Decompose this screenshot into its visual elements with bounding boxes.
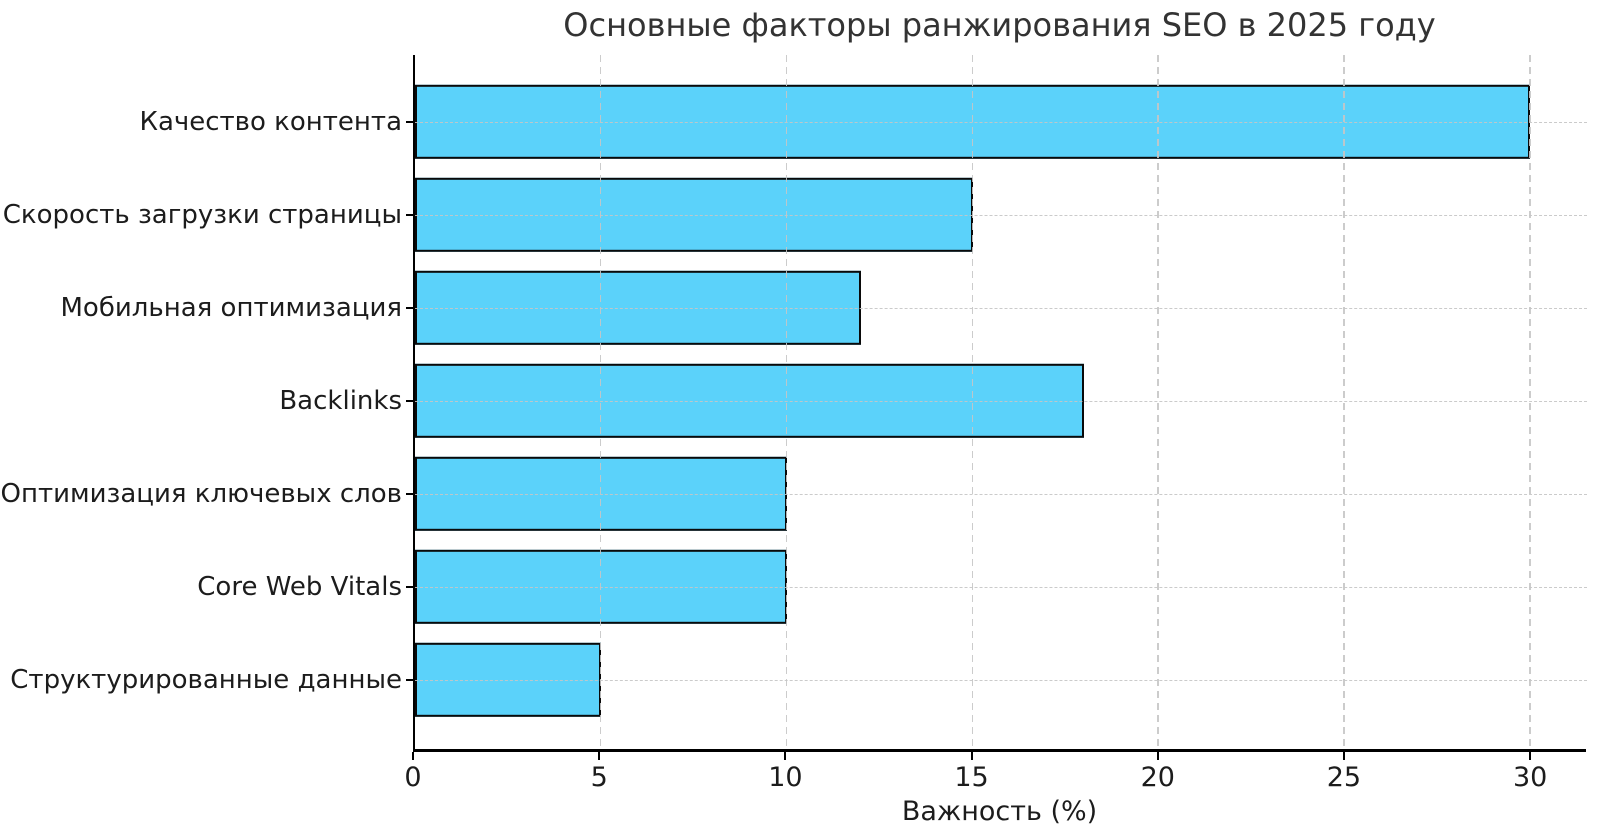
bar-row: Структурированные данные <box>10 633 1587 726</box>
bar <box>415 456 787 531</box>
y-tick-mark <box>406 492 415 495</box>
x-tick-label: 15 <box>954 762 989 793</box>
bar-row: Core Web Vitals <box>197 540 1587 633</box>
x-tick-label: 0 <box>404 762 422 793</box>
x-tick-label: 5 <box>590 762 608 793</box>
x-axis: Важность (%) 0 5 10 15 20 25 30 <box>404 752 1586 834</box>
category-label: Мобильная оптимизация <box>60 292 402 323</box>
y-tick-mark <box>406 678 415 681</box>
bar-row: Качество контента <box>139 75 1587 168</box>
bar <box>415 363 1085 438</box>
plot-area: Качество контента Скорость загрузки стран… <box>1 55 1587 752</box>
bar-row: Мобильная оптимизация <box>60 261 1587 354</box>
x-tick-mark <box>1156 752 1159 760</box>
x-tick-label: 25 <box>1326 762 1362 793</box>
category-label: Core Web Vitals <box>197 571 402 602</box>
y-tick-mark <box>406 120 415 123</box>
category-label: Структурированные данные <box>10 664 402 695</box>
y-tick-mark <box>406 399 415 402</box>
bar <box>415 642 601 717</box>
bar-row: Backlinks <box>279 354 1587 447</box>
x-tick-label: 20 <box>1140 762 1175 793</box>
y-tick-mark <box>406 213 415 216</box>
bar <box>415 84 1531 159</box>
bar-row: Скорость загрузки страницы <box>3 168 1587 261</box>
x-tick-mark <box>412 752 414 760</box>
x-tick-mark <box>970 752 973 760</box>
y-tick-mark <box>406 585 415 588</box>
bar <box>415 270 862 345</box>
x-tick-mark <box>784 752 787 760</box>
y-tick-mark <box>406 306 415 309</box>
x-tick-label: 10 <box>768 762 803 793</box>
x-tick-mark <box>598 752 601 760</box>
category-label: Качество контента <box>139 106 402 137</box>
x-axis-label: Важность (%) <box>901 796 1098 827</box>
category-label: Backlinks <box>279 385 402 416</box>
bar <box>415 177 973 252</box>
bar-rows: Качество контента Скорость загрузки стран… <box>1 55 1587 749</box>
x-tick-label: 30 <box>1512 762 1548 793</box>
chart-title: Основные факторы ранжирования SEO в 2025… <box>563 6 1436 44</box>
category-label: Оптимизация ключевых слов <box>0 478 403 509</box>
x-tick-mark <box>1342 752 1345 760</box>
bar-row: Оптимизация ключевых слов <box>1 447 1587 540</box>
category-label: Скорость загрузки страницы <box>2 199 402 230</box>
x-tick-mark <box>1529 752 1532 760</box>
bar <box>415 549 787 624</box>
